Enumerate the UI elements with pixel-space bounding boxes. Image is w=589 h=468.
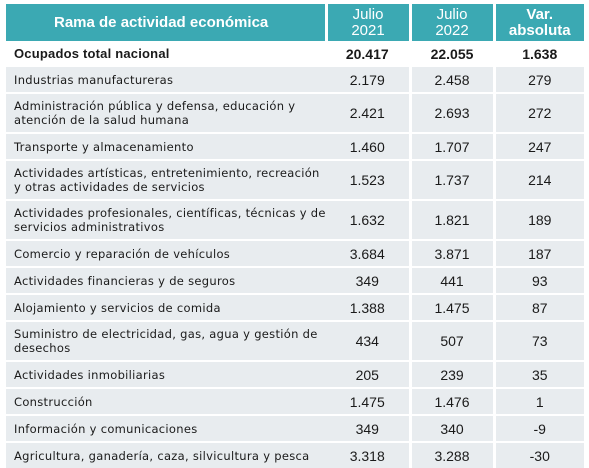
row-2022: 3.288 — [408, 443, 494, 468]
table-row: Alojamiento y servicios de comida 1.388 … — [6, 295, 584, 320]
header-2021-line1: Julio — [352, 5, 384, 23]
row-label: Información y comunicaciones — [6, 416, 326, 441]
table-row: Industrias manufactureras 2.179 2.458 27… — [6, 67, 584, 92]
row-var: 73 — [492, 322, 584, 360]
table-row: Agricultura, ganadería, caza, silvicultu… — [6, 443, 584, 468]
total-var: 1.638 — [492, 41, 584, 67]
header-var-absoluta: Var. absoluta — [494, 4, 584, 41]
row-2022: 340 — [408, 416, 494, 441]
header-row: Rama de actividad económica Julio 2021 J… — [6, 4, 584, 41]
table-row: Construcción 1.475 1.476 1 — [6, 389, 584, 414]
row-var: 93 — [492, 268, 584, 293]
row-label: Actividades financieras y de seguros — [6, 268, 326, 293]
row-label: Transporte y almacenamiento — [6, 134, 326, 159]
row-var: -9 — [492, 416, 584, 441]
row-label: Actividades artísticas, entretenimiento,… — [6, 161, 326, 199]
row-label: Alojamiento y servicios de comida — [6, 295, 326, 320]
row-2022: 441 — [408, 268, 494, 293]
row-2021: 1.460 — [326, 134, 410, 159]
header-july-2022: Julio 2022 — [410, 4, 496, 41]
row-2022: 1.737 — [408, 161, 494, 199]
row-2021: 1.475 — [326, 389, 410, 414]
row-2022: 239 — [408, 362, 494, 387]
row-2021: 349 — [326, 268, 410, 293]
row-2021: 3.684 — [326, 241, 410, 266]
row-2021: 1.523 — [326, 161, 410, 199]
row-2021: 349 — [326, 416, 410, 441]
row-var: 35 — [492, 362, 584, 387]
row-2021: 3.318 — [326, 443, 410, 468]
row-var: 1 — [492, 389, 584, 414]
row-var: 189 — [492, 201, 584, 239]
row-2022: 1.475 — [408, 295, 494, 320]
row-label: Agricultura, ganadería, caza, silvicultu… — [6, 443, 326, 468]
row-2021: 1.632 — [326, 201, 410, 239]
table-row: Información y comunicaciones 349 340 -9 — [6, 416, 584, 441]
row-2021: 434 — [326, 322, 410, 360]
total-label: Ocupados total nacional — [6, 41, 326, 67]
row-2022: 3.871 — [408, 241, 494, 266]
row-label: Comercio y reparación de vehículos — [6, 241, 326, 266]
row-label: Suministro de electricidad, gas, agua y … — [6, 322, 326, 360]
employment-by-sector-table: Rama de actividad económica Julio 2021 J… — [6, 4, 584, 468]
row-2021: 2.179 — [326, 67, 410, 92]
header-2021-line2: 2021 — [351, 21, 385, 39]
row-label: Actividades inmobiliarias — [6, 362, 326, 387]
row-var: 279 — [492, 67, 584, 92]
table-row: Suministro de electricidad, gas, agua y … — [6, 322, 584, 360]
row-2022: 507 — [408, 322, 494, 360]
table-row: Actividades financieras y de seguros 349… — [6, 268, 584, 293]
employment-table-figure: Rama de actividad económica Julio 2021 J… — [6, 4, 584, 468]
table-row: Actividades inmobiliarias 205 239 35 — [6, 362, 584, 387]
header-2022-line2: 2022 — [435, 21, 469, 39]
table-row: Actividades profesionales, científicas, … — [6, 201, 584, 239]
row-var: 272 — [492, 94, 584, 132]
row-2022: 1.476 — [408, 389, 494, 414]
row-label: Actividades profesionales, científicas, … — [6, 201, 326, 239]
total-2021: 20.417 — [326, 41, 410, 67]
row-var: 187 — [492, 241, 584, 266]
header-category: Rama de actividad económica — [6, 4, 328, 41]
row-2021: 1.388 — [326, 295, 410, 320]
row-2022: 1.821 — [408, 201, 494, 239]
row-label: Industrias manufactureras — [6, 67, 326, 92]
table-row: Transporte y almacenamiento 1.460 1.707 … — [6, 134, 584, 159]
row-2021: 2.421 — [326, 94, 410, 132]
header-2022-line1: Julio — [436, 5, 468, 23]
header-var-line1: Var. — [526, 5, 554, 23]
row-var: 247 — [492, 134, 584, 159]
table-row: Administración pública y defensa, educac… — [6, 94, 584, 132]
row-label: Administración pública y defensa, educac… — [6, 94, 326, 132]
header-var-line2: absoluta — [508, 21, 571, 39]
total-row: Ocupados total nacional 20.417 22.055 1.… — [6, 41, 584, 67]
row-var: 214 — [492, 161, 584, 199]
total-2022: 22.055 — [408, 41, 494, 67]
row-var: -30 — [492, 443, 584, 468]
row-label: Construcción — [6, 389, 326, 414]
row-2022: 1.707 — [408, 134, 494, 159]
row-var: 87 — [492, 295, 584, 320]
row-2021: 205 — [326, 362, 410, 387]
row-2022: 2.458 — [408, 67, 494, 92]
table-row: Comercio y reparación de vehículos 3.684… — [6, 241, 584, 266]
header-july-2021: Julio 2021 — [326, 4, 412, 41]
row-2022: 2.693 — [408, 94, 494, 132]
table-row: Actividades artísticas, entretenimiento,… — [6, 161, 584, 199]
